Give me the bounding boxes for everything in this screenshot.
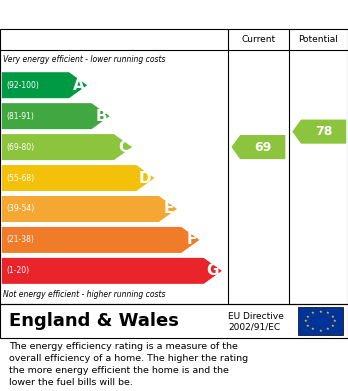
Text: A: A — [73, 78, 85, 93]
Polygon shape — [2, 165, 155, 191]
Text: (55-68): (55-68) — [6, 174, 34, 183]
Text: ★: ★ — [303, 319, 307, 323]
Text: Current: Current — [241, 35, 276, 44]
Text: (92-100): (92-100) — [6, 81, 39, 90]
Text: Energy Efficiency Rating: Energy Efficiency Rating — [9, 7, 230, 22]
Text: G: G — [207, 264, 219, 278]
Text: (39-54): (39-54) — [6, 204, 34, 213]
Text: D: D — [139, 170, 152, 186]
Bar — [298, 307, 343, 335]
Text: E: E — [164, 201, 174, 217]
Polygon shape — [2, 227, 199, 253]
Polygon shape — [292, 120, 346, 143]
Text: ★: ★ — [331, 324, 335, 328]
Text: 78: 78 — [315, 125, 332, 138]
Text: ★: ★ — [326, 311, 330, 315]
Text: ★: ★ — [318, 329, 322, 333]
Polygon shape — [2, 258, 222, 284]
Polygon shape — [231, 135, 285, 159]
Text: 2002/91/EC: 2002/91/EC — [228, 323, 280, 332]
Text: ★: ★ — [333, 319, 337, 323]
Text: ★: ★ — [311, 311, 315, 315]
Text: C: C — [118, 140, 129, 154]
Text: Not energy efficient - higher running costs: Not energy efficient - higher running co… — [3, 291, 165, 300]
Text: F: F — [186, 232, 197, 248]
Text: Potential: Potential — [299, 35, 338, 44]
Text: 69: 69 — [254, 141, 271, 154]
Text: England & Wales: England & Wales — [9, 312, 179, 330]
Polygon shape — [2, 103, 110, 129]
Text: ★: ★ — [331, 314, 335, 319]
Text: Very energy efficient - lower running costs: Very energy efficient - lower running co… — [3, 55, 165, 64]
Polygon shape — [2, 134, 132, 160]
Text: ★: ★ — [318, 310, 322, 314]
Text: (1-20): (1-20) — [6, 266, 29, 275]
Text: ★: ★ — [326, 327, 330, 332]
Polygon shape — [2, 196, 177, 222]
Text: ★: ★ — [311, 327, 315, 332]
Text: ★: ★ — [305, 324, 309, 328]
Text: ★: ★ — [305, 314, 309, 319]
Text: EU Directive: EU Directive — [228, 312, 284, 321]
Text: (81-91): (81-91) — [6, 112, 34, 121]
Text: (69-80): (69-80) — [6, 143, 34, 152]
Polygon shape — [2, 72, 87, 98]
Text: (21-38): (21-38) — [6, 235, 34, 244]
Text: The energy efficiency rating is a measure of the
overall efficiency of a home. T: The energy efficiency rating is a measur… — [9, 343, 248, 387]
Text: B: B — [95, 109, 107, 124]
